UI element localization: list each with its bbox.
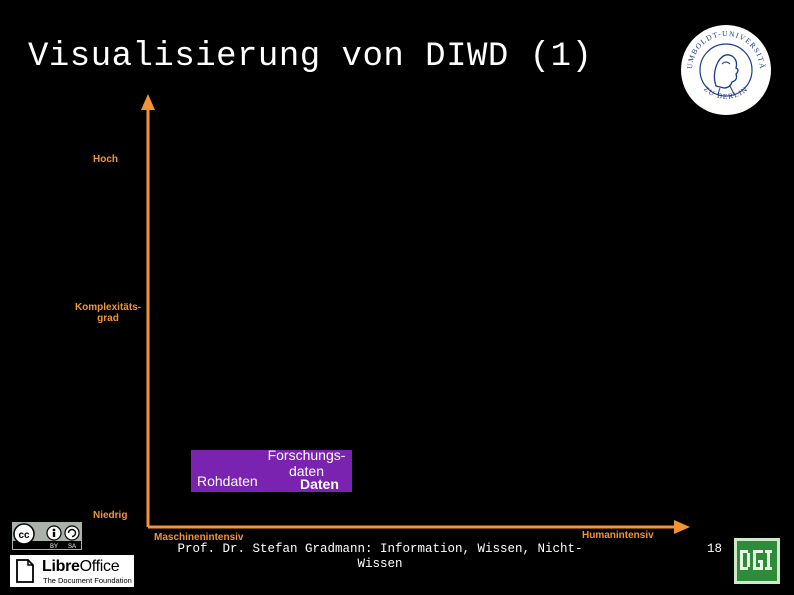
y-axis-title: Komplexitäts-grad — [74, 302, 142, 324]
y-axis-bottom-label: Niedrig — [93, 510, 128, 521]
svg-text:SA: SA — [68, 544, 76, 550]
libreoffice-document-icon — [16, 559, 34, 583]
slide-footer: Prof. Dr. Stefan Gradmann: Information, … — [177, 542, 583, 571]
x-axis-right-label: Humanintensiv — [582, 530, 654, 541]
y-axis-arrowhead — [141, 94, 155, 110]
svg-text:BY: BY — [50, 544, 58, 550]
university-seal-icon: HUMBOLDT-UNIVERSITÄT ZU BERLIN — [680, 24, 771, 115]
x-axis-left-label: Maschinenintensiv — [154, 532, 244, 543]
page-number: 18 — [707, 542, 723, 556]
libreoffice-name: LibreOffice — [42, 558, 120, 576]
cc-by-sa-icon: cc BY SA — [12, 522, 82, 550]
dgi-logo-icon — [734, 538, 780, 584]
slide-title: Visualisierung von DIWD (1) — [28, 38, 593, 76]
svg-text:cc: cc — [18, 530, 30, 541]
x-axis-arrowhead — [674, 520, 690, 534]
data-category-box — [191, 450, 352, 492]
libreoffice-logo: LibreOffice The Document Foundation — [10, 555, 134, 587]
daten-label: Daten — [300, 476, 339, 492]
rohdaten-label: Rohdaten — [197, 473, 258, 489]
y-axis-top-label: Hoch — [93, 154, 118, 165]
libreoffice-name-libre: Libre — [42, 558, 80, 575]
libreoffice-subtitle: The Document Foundation — [43, 576, 132, 585]
libreoffice-name-office: Office — [79, 558, 120, 575]
forschungsdaten-label: Forschungs-daten — [267, 447, 346, 479]
